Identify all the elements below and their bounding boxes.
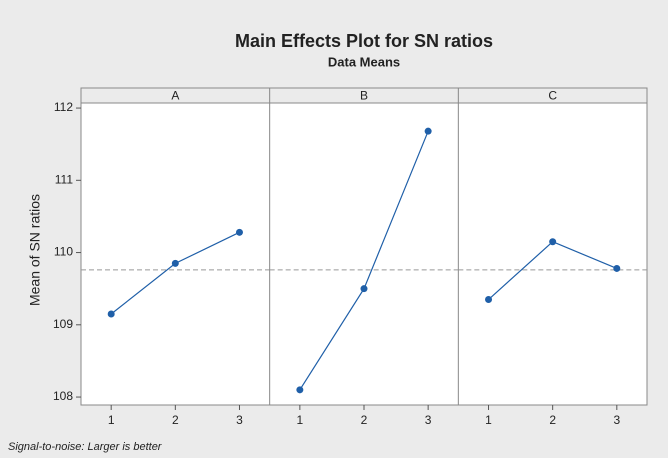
panel-header-band <box>80 87 648 104</box>
y-tick-label: 110 <box>54 245 73 259</box>
point <box>424 127 432 135</box>
x-tick-label: 3 <box>613 413 620 427</box>
point <box>613 264 621 272</box>
point <box>485 296 493 304</box>
chart-subtitle: Data Means <box>328 54 400 69</box>
panel-label: A <box>171 89 179 103</box>
point <box>549 238 557 246</box>
panel-label: B <box>360 89 368 103</box>
x-tick-label: 1 <box>297 413 304 427</box>
x-tick-label: 1 <box>485 413 492 427</box>
x-tick-label: 2 <box>549 413 556 427</box>
y-tick-label: 109 <box>53 317 73 331</box>
x-tick-label: 3 <box>425 413 432 427</box>
x-tick-label: 1 <box>108 413 115 427</box>
footnote: Signal-to-noise: Larger is better <box>8 441 163 453</box>
point <box>107 310 115 318</box>
x-tick-label: 3 <box>236 413 243 427</box>
y-axis-label: Mean of SN ratios <box>27 194 43 306</box>
point <box>296 386 304 394</box>
point <box>360 285 368 293</box>
x-tick-label: 2 <box>172 413 179 427</box>
point <box>235 228 243 236</box>
x-tick-label: 2 <box>361 413 368 427</box>
y-tick-label: 111 <box>55 172 74 186</box>
chart-title: Main Effects Plot for SN ratios <box>235 31 493 51</box>
plot-area <box>80 102 648 406</box>
panel-label: C <box>548 89 557 103</box>
point <box>171 259 179 267</box>
y-tick-label: 112 <box>54 100 73 114</box>
y-tick-label: 108 <box>53 389 73 403</box>
